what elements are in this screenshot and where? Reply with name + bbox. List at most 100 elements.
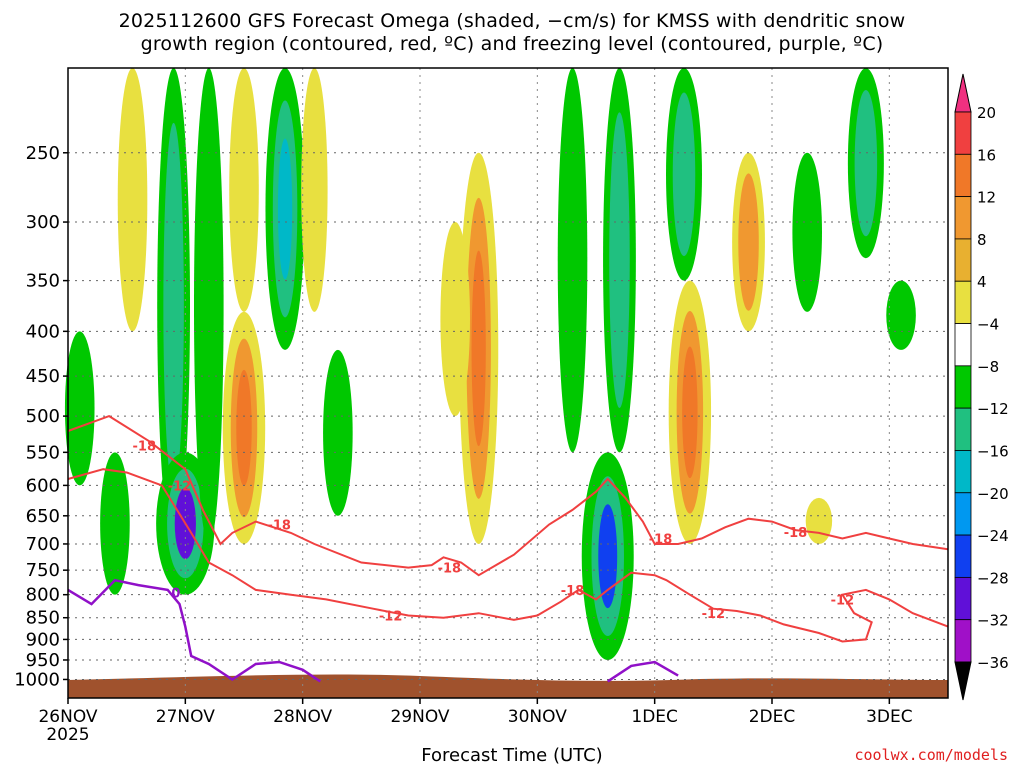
y-tick-label: 500 [26,406,60,427]
y-tick-label: 400 [26,321,60,342]
omega-region-core [854,89,878,237]
colorbar-label: −32 [977,612,1009,630]
omega-region [440,222,471,417]
temperature-contours: -18 -12 -18 -18 -18 -12 -12 -18 -18 -12 0 [67,414,949,683]
contour-label: -18 [649,532,673,547]
colorbar-label: −4 [977,316,999,334]
colorbar: 20 16 12 8 4 −4 −8 −12 −16 −20 −24 −28 −32 −36 [954,73,1009,701]
x-tick-year: 2025 [46,725,89,745]
colorbar-band [954,111,972,155]
omega-region [886,280,916,350]
y-tick-label: 750 [26,560,60,581]
contour-freezing-level-2 [607,660,679,683]
x-tick-label: 1DEC [631,707,678,727]
colorbar-top-arrow [954,73,972,113]
colorbar-band [954,365,972,409]
omega-region [792,152,822,312]
y-axis-ticks: 2503003504004505005506006507007508008509… [14,143,68,690]
omega-region [301,67,328,312]
x-axis-ticks: 26NOV 27NOV 28NOV 29NOV 30NOV 1DEC 2DEC 3DEC 202… [38,698,913,745]
omega-region-peak [471,250,486,447]
colorbar-label: 8 [977,231,987,249]
omega-region [100,452,130,595]
contour-label: -12 [831,593,855,608]
contour-label: -18 [784,526,808,541]
colorbar-label: −12 [977,400,1009,418]
omega-region [323,349,353,516]
omega-region-peak [277,138,293,280]
site-credit: coolwx.com/models [854,746,1008,764]
chart-title-line-2: growth region (contoured, red, ºC) and f… [140,33,884,55]
omega-region-peak [236,369,252,486]
omega-region-peak [682,346,698,479]
y-tick-label: 300 [26,212,60,233]
colorbar-band [954,238,972,282]
colorbar-band [954,576,972,621]
omega-region [194,68,224,544]
colorbar-label: −24 [977,527,1009,545]
contour-label: -18 [267,518,291,533]
x-tick-label: 3DEC [866,707,913,727]
colorbar-label: 12 [977,189,996,207]
colorbar-label: 16 [977,146,996,164]
y-tick-label: 600 [26,475,60,496]
y-tick-label: 700 [26,534,60,555]
contour-label: -18 [438,562,462,577]
colorbar-label: −20 [977,485,1009,503]
terrain-band [68,674,948,698]
colorbar-label: −8 [977,358,999,376]
x-tick-label: 27NOV [156,707,215,727]
colorbar-band [954,492,972,536]
y-tick-label: 350 [26,271,60,292]
y-tick-label: 1000 [14,669,60,690]
omega-region [557,67,588,453]
plot-border [67,67,949,699]
y-tick-label: 250 [26,143,60,164]
y-tick-label: 450 [26,366,60,387]
grid-lines [67,68,948,698]
colorbar-band [954,450,972,494]
colorbar-bottom-arrow [954,661,972,701]
x-tick-label: 28NOV [273,707,332,727]
y-tick-label: 800 [26,585,60,606]
omega-shading [64,67,916,660]
colorbar-band [954,407,972,451]
y-tick-label: 850 [26,608,60,629]
colorbar-label: 20 [977,104,996,122]
contour-label: -12 [702,607,726,622]
y-tick-label: 950 [26,650,60,671]
colorbar-band [954,534,972,578]
omega-region-core [738,173,759,311]
chart-title-line-1: 2025112600 GFS Forecast Omega (shaded, −… [118,10,906,32]
contour-label: -12 [379,609,403,624]
x-tick-label: 2DEC [749,707,796,727]
contour-label: -18 [561,584,585,599]
contour-minus-12 [67,468,949,643]
x-tick-label: 30NOV [508,707,567,727]
x-tick-label: 29NOV [390,707,449,727]
y-tick-label: 900 [26,629,60,650]
terrain-fill [68,674,948,698]
contour-label: -18 [133,439,157,454]
y-tick-label: 550 [26,442,60,463]
colorbar-band [954,323,972,367]
contour-label-freezing: 0 [171,586,180,601]
omega-region-core [163,122,184,490]
plot-frame [67,67,949,699]
omega-region [805,497,833,544]
omega-region [64,331,95,486]
colorbar-label: −16 [977,442,1009,460]
colorbar-label: 4 [977,273,987,291]
contour-minus-18 [67,414,949,577]
omega-region [229,67,259,312]
y-tick-label: 650 [26,506,60,527]
contour-label: -12 [168,479,192,494]
omega-region-core [672,92,696,257]
colorbar-band [954,153,972,198]
colorbar-band [954,280,972,324]
omega-region-core [609,112,630,408]
x-axis-label: Forecast Time (UTC) [421,745,603,766]
colorbar-band [954,196,972,240]
omega-region-peak [598,504,618,609]
